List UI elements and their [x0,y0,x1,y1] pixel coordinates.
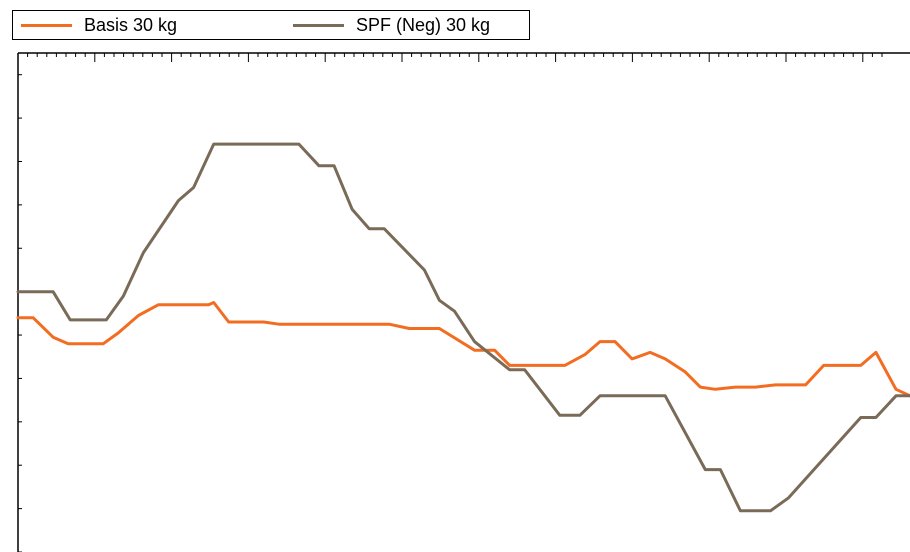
legend-item-spf: SPF (Neg) 30 kg [293,11,490,39]
legend-swatch-basis [21,23,72,27]
series-line-basis [16,301,910,398]
chart-legend: Basis 30 kg SPF (Neg) 30 kg [12,10,530,40]
legend-swatch-spf [293,23,344,27]
legend-label-spf: SPF (Neg) 30 kg [356,15,491,35]
series-line-spf [16,142,910,513]
legend-label-basis: Basis 30 kg [84,15,178,35]
legend-item-basis: Basis 30 kg [21,11,177,39]
